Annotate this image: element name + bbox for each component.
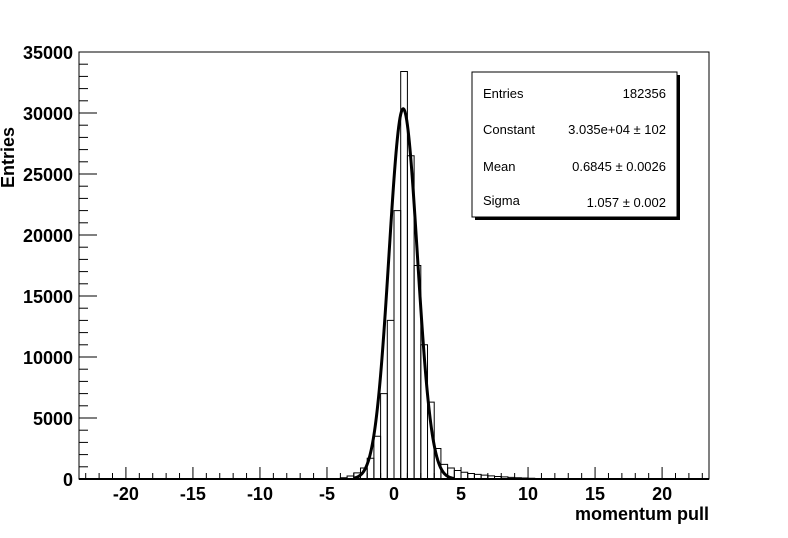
- gaussian-fit-curve: [352, 107, 456, 480]
- x-tick-label: -20: [113, 484, 139, 504]
- stats-value-entries: 182356: [623, 86, 666, 101]
- stats-value-constant: 3.035e+04 ± 102: [568, 122, 666, 137]
- y-axis-label: Entries: [0, 127, 18, 188]
- x-tick-label: 5: [456, 484, 466, 504]
- stats-box-panel: [471, 71, 678, 218]
- stats-label-entries: Entries: [483, 86, 524, 101]
- y-tick-label: 5000: [33, 409, 73, 429]
- x-tick-label: 15: [585, 484, 605, 504]
- axes: -20 -15 -10 -5 0 5 10 15 20 0 5000 10000 15000 20000 2…: [23, 43, 703, 504]
- stats-value-sigma: 1.057 ± 0.002: [587, 195, 666, 210]
- y-tick-label: 10000: [23, 348, 73, 368]
- stats-label-constant: Constant: [483, 122, 535, 137]
- histogram-bin: [433, 448, 442, 479]
- x-tick-label: 20: [652, 484, 672, 504]
- stats-label-mean: Mean: [483, 159, 516, 174]
- x-tick-label: 10: [518, 484, 538, 504]
- fit-series: [352, 107, 456, 480]
- y-tick-label: 25000: [23, 165, 73, 185]
- x-tick-label: -10: [247, 484, 273, 504]
- y-tick-label: 30000: [23, 104, 73, 124]
- x-axis-label: momentum pull: [575, 504, 709, 524]
- histogram-series: [79, 71, 709, 480]
- y-tick-label: 20000: [23, 226, 73, 246]
- stats-value-mean: 0.6845 ± 0.0026: [572, 159, 666, 174]
- stats-label-sigma: Sigma: [483, 193, 521, 208]
- x-tick-label: 0: [389, 484, 399, 504]
- x-tick-label: -15: [180, 484, 206, 504]
- y-tick-label: 35000: [23, 43, 73, 63]
- x-tick-label: -5: [319, 484, 335, 504]
- stats-box: Entries 182356 Constant 3.035e+04 ± 102 …: [471, 71, 680, 220]
- y-tick-label: 15000: [23, 287, 73, 307]
- y-tick-label: 0: [63, 470, 73, 490]
